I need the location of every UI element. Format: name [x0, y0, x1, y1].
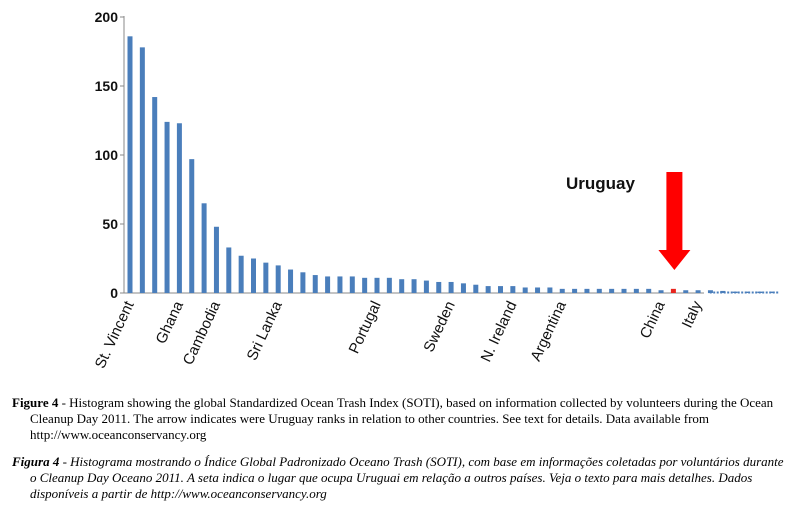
y-axis-ticks: 0 50 100 150 200 [95, 9, 124, 301]
bar [436, 281, 442, 293]
bar [584, 288, 590, 293]
bar [547, 287, 553, 293]
bar [522, 287, 528, 293]
x-category-label: Sri Lanka [244, 298, 286, 363]
x-category-label: St. Vincent [92, 298, 138, 371]
caption-portuguese: Figura 4 - Histograma mostrando o Índice… [12, 454, 790, 502]
bar [152, 97, 158, 293]
caption-english-label: Figure 4 [12, 395, 59, 410]
bar [695, 290, 701, 293]
bar [535, 287, 541, 293]
caption-portuguese-text: - Histograma mostrando o Índice Global P… [30, 454, 784, 501]
bar [127, 36, 133, 293]
bar [460, 283, 466, 293]
bar [572, 288, 578, 293]
bar [745, 291, 750, 293]
bar [621, 288, 627, 293]
y-tick-label: 0 [110, 285, 118, 301]
bar [399, 279, 405, 293]
bar [251, 258, 256, 293]
bar [498, 286, 503, 293]
bar [596, 288, 602, 293]
bar [213, 226, 219, 293]
y-tick-label: 50 [102, 216, 118, 232]
x-category-label: Portugal [346, 299, 385, 357]
bar [139, 47, 145, 293]
bar-uruguay [670, 288, 676, 293]
bar [263, 262, 269, 293]
annotation-label: Uruguay [566, 174, 636, 193]
bar [448, 281, 454, 293]
bar [720, 290, 726, 293]
x-category-label: N. Ireland [478, 299, 521, 365]
bar [337, 276, 343, 293]
bar [226, 247, 232, 293]
x-category-label: Sweden [420, 299, 458, 355]
x-category-label: China [637, 298, 669, 341]
bar [769, 291, 775, 293]
bar [325, 276, 331, 293]
bar [473, 284, 479, 293]
bar [201, 203, 207, 293]
bar [164, 121, 170, 293]
bar [559, 288, 565, 293]
x-category-label: Argentina [527, 298, 570, 364]
bar [300, 272, 306, 293]
bars-group [127, 36, 779, 294]
caption-english: Figure 4 - Histogram showing the global … [12, 395, 790, 443]
bar [374, 277, 380, 293]
bar [362, 277, 368, 293]
bar [411, 279, 417, 293]
bar [683, 290, 689, 293]
bar [646, 288, 652, 293]
bar [312, 275, 318, 293]
x-category-label: Cambodia [180, 298, 225, 368]
x-category-label: Ghana [153, 298, 188, 347]
bar [485, 286, 491, 293]
bar [349, 276, 355, 293]
bar [423, 280, 429, 293]
bar [609, 288, 615, 293]
annotation-arrow [658, 172, 691, 270]
bar [633, 288, 639, 293]
y-tick-label: 100 [95, 147, 119, 163]
bar [510, 286, 516, 293]
bar [658, 290, 664, 293]
bar [189, 159, 195, 293]
bar [238, 255, 244, 293]
y-tick-label: 150 [95, 78, 119, 94]
bar [275, 265, 281, 293]
bar [288, 269, 294, 293]
caption-english-text: - Histogram showing the global Standardi… [30, 395, 774, 442]
bar [386, 277, 392, 293]
x-category-label: Italy [679, 298, 706, 331]
bar [176, 123, 182, 293]
y-tick-label: 200 [95, 9, 119, 25]
caption-portuguese-label: Figura 4 [12, 454, 60, 469]
